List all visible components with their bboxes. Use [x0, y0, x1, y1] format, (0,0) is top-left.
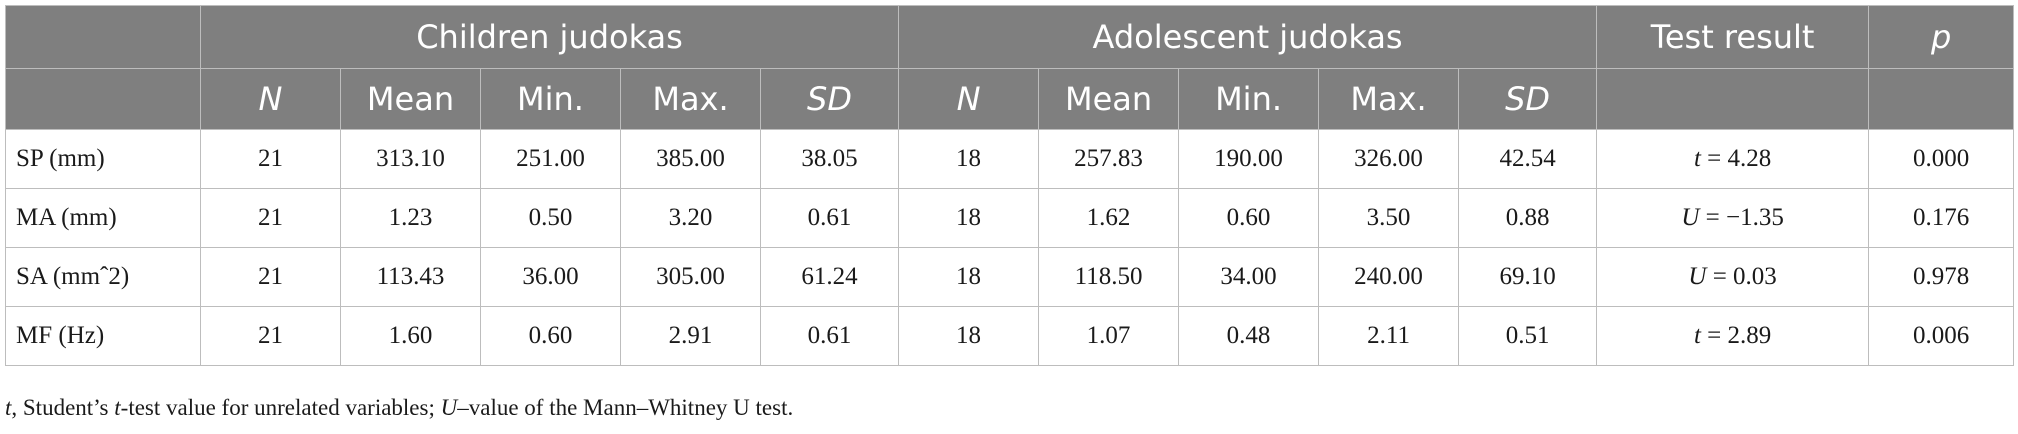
- footnote-text-1: , Student’s: [11, 395, 115, 420]
- subheader-test-empty: [1596, 68, 1870, 130]
- subheader-adolescent-n: N: [898, 68, 1040, 130]
- subheader-stub: [5, 68, 201, 130]
- footnote-u-symbol: U: [440, 395, 458, 420]
- subheader-p-empty: [1868, 68, 2015, 130]
- subheader-children-sd: SD: [759, 68, 900, 130]
- subheader-sd-label: SD: [1505, 80, 1551, 118]
- footnote-t-symbol: t: [5, 395, 12, 420]
- adolescent-n-cell: 18: [898, 306, 1040, 366]
- adolescent-sd-cell: 0.88: [1458, 188, 1598, 248]
- adolescent-n-cell: 18: [898, 188, 1040, 248]
- test-result-cell: t = 2.89: [1596, 306, 1870, 366]
- children-mean-cell: 313.10: [340, 129, 481, 189]
- subheader-n-label: N: [956, 80, 981, 118]
- children-n-cell: 21: [200, 129, 341, 189]
- children-n-cell: 21: [200, 188, 341, 248]
- test-value: = 0.03: [1706, 263, 1777, 290]
- p-value-cell: 0.978: [1868, 247, 2015, 307]
- test-value: = −1.35: [1699, 204, 1784, 231]
- row-label: SP (mm): [5, 129, 201, 189]
- subheader-n-label: N: [258, 80, 283, 118]
- table-row: MA (mm) 21 1.23 0.50 3.20 0.61 18 1.62 0…: [5, 188, 2015, 248]
- test-value: = 2.89: [1700, 322, 1772, 349]
- children-sd-cell: 0.61: [759, 306, 900, 366]
- header-adolescent-judokas: Adolescent judokas: [898, 5, 1598, 69]
- test-value: = 4.28: [1700, 145, 1772, 172]
- header-children-judokas: Children judokas: [199, 5, 900, 69]
- row-label: SA (mmˆ2): [5, 247, 201, 307]
- children-sd-cell: 38.05: [759, 129, 900, 189]
- children-n-cell: 21: [200, 306, 341, 366]
- header-test-result: Test result: [1596, 5, 1870, 69]
- subheader-adolescent-mean: Mean: [1038, 68, 1180, 130]
- p-value-cell: 0.000: [1868, 129, 2015, 189]
- adolescent-max-cell: 326.00: [1318, 129, 1460, 189]
- children-max-cell: 385.00: [620, 129, 761, 189]
- adolescent-min-cell: 34.00: [1178, 247, 1320, 307]
- p-value-cell: 0.176: [1868, 188, 2015, 248]
- subheader-children-n: N: [200, 68, 341, 130]
- adolescent-sd-cell: 69.10: [1458, 247, 1598, 307]
- table-footnote: t, Student’s t-test value for unrelated …: [5, 395, 793, 421]
- children-n-cell: 21: [200, 247, 341, 307]
- test-result-cell: U = 0.03: [1596, 247, 1870, 307]
- adolescent-max-cell: 2.11: [1318, 306, 1460, 366]
- footnote-text-3: –value of the Mann–Whitney U test.: [457, 395, 794, 420]
- children-mean-cell: 1.23: [340, 188, 481, 248]
- test-symbol: t: [1693, 322, 1701, 349]
- adolescent-max-cell: 3.50: [1318, 188, 1460, 248]
- subheader-adolescent-min: Min.: [1178, 68, 1320, 130]
- children-sd-cell: 61.24: [759, 247, 900, 307]
- table-row: SA (mmˆ2) 21 113.43 36.00 305.00 61.24 1…: [5, 247, 2015, 307]
- adolescent-mean-cell: 1.62: [1038, 188, 1180, 248]
- test-symbol: U: [1688, 263, 1707, 290]
- header-p-value: p: [1868, 5, 2015, 69]
- children-mean-cell: 113.43: [340, 247, 481, 307]
- children-max-cell: 305.00: [620, 247, 761, 307]
- subheader-children-mean: Mean: [340, 68, 481, 130]
- children-min-cell: 251.00: [480, 129, 621, 189]
- footnote-t-italic: t: [114, 395, 121, 420]
- children-min-cell: 0.50: [480, 188, 621, 248]
- subheader-adolescent-max: Max.: [1318, 68, 1460, 130]
- test-result-cell: U = −1.35: [1596, 188, 1870, 248]
- adolescent-n-cell: 18: [898, 129, 1040, 189]
- subheader-children-min: Min.: [480, 68, 621, 130]
- adolescent-sd-cell: 42.54: [1458, 129, 1598, 189]
- subheader-children-max: Max.: [620, 68, 761, 130]
- header-p-label: p: [1930, 18, 1952, 56]
- results-table-container: Children judokas Adolescent judokas Test…: [5, 5, 2015, 366]
- children-min-cell: 0.60: [480, 306, 621, 366]
- children-mean-cell: 1.60: [340, 306, 481, 366]
- table-row: SP (mm) 21 313.10 251.00 385.00 38.05 18…: [5, 129, 2015, 189]
- subheader-sd-label: SD: [807, 80, 852, 118]
- adolescent-min-cell: 0.60: [1178, 188, 1320, 248]
- adolescent-mean-cell: 257.83: [1038, 129, 1180, 189]
- footnote-text-2: -test value for unrelated variables;: [120, 395, 441, 420]
- test-result-cell: t = 4.28: [1596, 129, 1870, 189]
- row-label: MA (mm): [5, 188, 201, 248]
- children-max-cell: 3.20: [620, 188, 761, 248]
- adolescent-mean-cell: 1.07: [1038, 306, 1180, 366]
- test-symbol: t: [1693, 145, 1701, 172]
- header-stub: [5, 5, 201, 69]
- test-symbol: U: [1681, 204, 1700, 231]
- adolescent-min-cell: 0.48: [1178, 306, 1320, 366]
- adolescent-max-cell: 240.00: [1318, 247, 1460, 307]
- adolescent-min-cell: 190.00: [1178, 129, 1320, 189]
- children-max-cell: 2.91: [620, 306, 761, 366]
- children-min-cell: 36.00: [480, 247, 621, 307]
- children-sd-cell: 0.61: [759, 188, 900, 248]
- results-table: Children judokas Adolescent judokas Test…: [5, 5, 2015, 366]
- subheader-adolescent-sd: SD: [1458, 68, 1598, 130]
- table-row: MF (Hz) 21 1.60 0.60 2.91 0.61 18 1.07 0…: [5, 306, 2015, 366]
- adolescent-sd-cell: 0.51: [1458, 306, 1598, 366]
- adolescent-n-cell: 18: [898, 247, 1040, 307]
- p-value-cell: 0.006: [1868, 306, 2015, 366]
- row-label: MF (Hz): [5, 306, 201, 366]
- adolescent-mean-cell: 118.50: [1038, 247, 1180, 307]
